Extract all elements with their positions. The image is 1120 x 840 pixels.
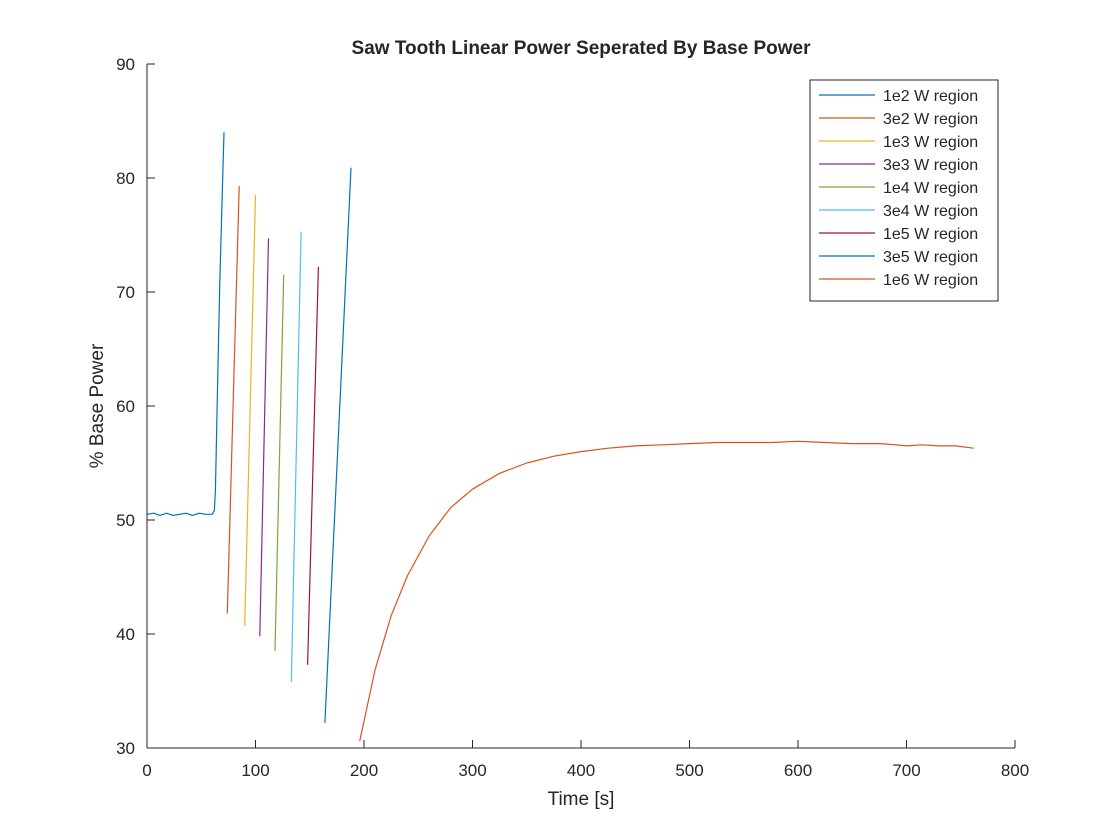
legend-entry-label: 1e4 W region [883,180,978,197]
legend-entry-label: 1e2 W region [883,88,978,105]
series-line-1e5-w-region [307,266,319,665]
series-line-1e2-w-region [146,132,225,517]
x-tick-label: 0 [142,761,151,780]
y-tick-label: 50 [116,511,135,530]
y-tick-label: 40 [116,625,135,644]
legend-box [809,79,999,302]
series-line-1e6-w-region [359,440,974,742]
x-tick-label: 400 [567,761,595,780]
y-axis-label: % Base Power [87,343,108,468]
x-tick-label: 500 [675,761,703,780]
series-line-3e5-w-region [324,167,352,723]
y-tick-label: 30 [116,739,135,758]
legend-entry-label: 1e5 W region [883,226,978,243]
series-lines [146,132,974,742]
x-axis-label: Time [s] [548,789,615,810]
series-line-1e4-w-region [274,274,285,652]
legend-entry-label: 1e6 W region [883,272,978,289]
y-axis-ticks: 30 40 50 60 70 80 90 [116,55,155,758]
x-tick-label: 100 [241,761,269,780]
legend-entry-label: 3e3 W region [883,157,978,174]
y-tick-label: 80 [116,169,135,188]
x-tick-label: 700 [892,761,920,780]
series-line-3e3-w-region [259,238,270,637]
legend-entry-label: 3e4 W region [883,203,978,220]
series-line-3e4-w-region [290,231,302,682]
x-axis-ticks: 0 100 200 300 400 500 600 700 800 [142,740,1029,780]
legend: 1e2 W region 3e2 W region 1e3 W region 3e3 … [809,79,999,302]
y-tick-label: 70 [116,283,135,302]
x-tick-label: 600 [784,761,812,780]
chart-title: Saw Tooth Linear Power Seperated By Base… [352,38,812,59]
legend-entry-label: 3e2 W region [883,111,978,128]
x-tick-label: 800 [1001,761,1029,780]
x-tick-label: 300 [458,761,486,780]
legend-entry-label: 1e3 W region [883,134,978,151]
x-tick-label: 200 [350,761,378,780]
series-line-1e3-w-region [244,195,257,627]
series-line-3e2-w-region [226,185,240,614]
legend-entry-label: 3e5 W region [883,249,978,266]
y-tick-label: 60 [116,397,135,416]
y-tick-label: 90 [116,55,135,74]
